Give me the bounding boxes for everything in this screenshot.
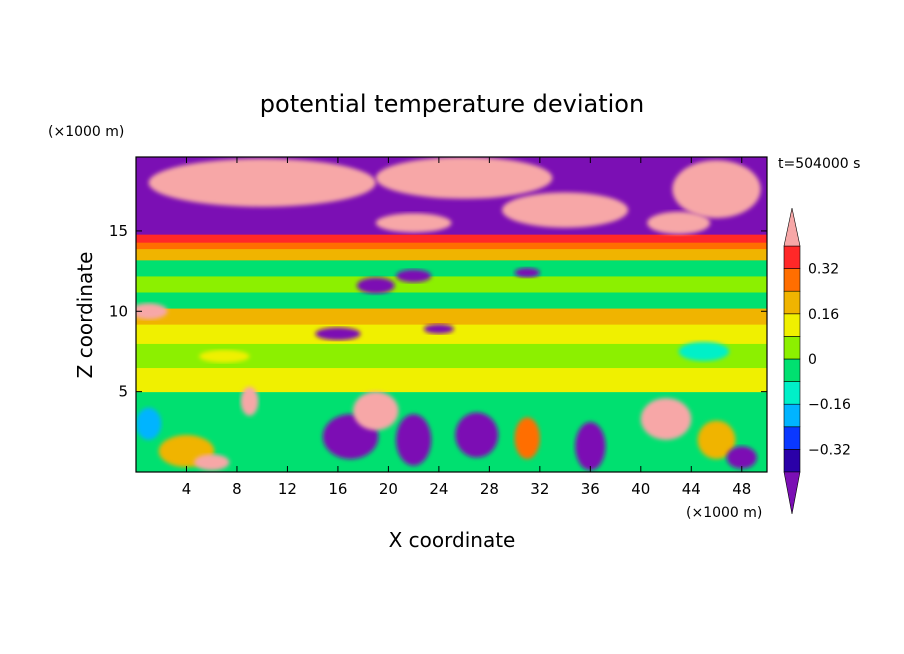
x-axis: 4 8 12 16 20 24 28 32 36 40 44 48 [182, 157, 751, 498]
contour-feature-20 [726, 446, 757, 469]
plot-frame [135, 156, 768, 473]
colorbar-tick-label: −0.32 [808, 442, 851, 458]
colorbar-swatch [783, 449, 801, 473]
contour-feature-8 [514, 267, 540, 278]
contour-feature-25 [199, 349, 250, 363]
colorbar-max-arrow [783, 207, 801, 247]
contour-feature-15 [455, 412, 499, 458]
x-unit-label: (×1000 m) [686, 505, 762, 521]
colorbar-swatch [783, 268, 801, 292]
colorbar-swatch [783, 403, 801, 428]
contour-feature-2 [501, 192, 629, 228]
x-tick-label: 8 [232, 480, 242, 498]
colorbar-swatch [783, 336, 801, 360]
contour-band-7 [136, 259, 767, 277]
contour-feature-7 [395, 269, 432, 283]
colorbar-swatch [783, 381, 801, 405]
y-tick-label: 10 [109, 302, 128, 320]
colorbar-swatch [783, 290, 801, 315]
contour-band-8 [136, 248, 767, 261]
y-axis: 5 10 15 [109, 222, 767, 401]
contour-feature-18 [640, 398, 692, 440]
colorbar-swatch [783, 245, 801, 269]
contour-feature-6 [356, 277, 395, 294]
contour-feature-24 [136, 303, 168, 320]
chart-title: potential temperature deviation [260, 90, 644, 118]
contour-band-10 [136, 234, 767, 243]
x-tick-label: 40 [631, 480, 650, 498]
y-unit-label: (×1000 m) [48, 124, 124, 140]
x-tick-label: 16 [328, 480, 347, 498]
colorbar-tick-label: 0 [808, 352, 817, 368]
x-tick-label: 32 [530, 480, 549, 498]
contour-feature-4 [375, 213, 452, 233]
contour-band-5 [136, 292, 767, 309]
colorbar-tick-label: −0.16 [808, 397, 851, 413]
x-axis-label: X coordinate [389, 528, 516, 552]
contour-feature-23 [136, 407, 162, 440]
time-label: t=504000 s [778, 156, 860, 172]
x-tick-label: 48 [732, 480, 751, 498]
colorbar-tick-label: 0.16 [808, 307, 839, 323]
contour-feature-11 [240, 386, 259, 416]
y-axis-label: Z coordinate [73, 252, 97, 379]
x-tick-label: 44 [682, 480, 701, 498]
contour-feature-0 [148, 158, 376, 207]
contour-feature-13 [353, 391, 399, 431]
contour-band-3 [136, 324, 767, 344]
contour-band-1 [136, 367, 767, 393]
contour-band-9 [136, 242, 767, 250]
contour-feature-16 [514, 417, 540, 460]
x-tick-label: 28 [480, 480, 499, 498]
contour-band-4 [136, 308, 767, 325]
x-tick-label: 24 [429, 480, 448, 498]
y-tick-label: 15 [109, 222, 128, 240]
contour-feature-19 [697, 420, 736, 460]
contour-feature-9 [315, 327, 361, 341]
contour-feature-10 [423, 324, 455, 334]
contour-feature-3 [672, 160, 761, 219]
colorbar-min-arrow [783, 471, 801, 515]
colorbar: −0.32 −0.16 0 0.16 0.32 [783, 207, 851, 515]
x-tick-label: 20 [379, 480, 398, 498]
contour-feature-1 [375, 157, 553, 199]
x-tick-label: 36 [581, 480, 600, 498]
contour-feature-22 [194, 454, 230, 471]
y-tick-label: 5 [118, 383, 128, 401]
contour-band-6 [136, 275, 767, 293]
colorbar-swatch [783, 426, 801, 450]
colorbar-swatch [783, 313, 801, 337]
colorbar-tick-label: 0.32 [808, 262, 839, 278]
contour-feature-14 [395, 414, 432, 466]
contour-field [136, 157, 767, 472]
contour-feature-26 [678, 341, 730, 362]
colorbar-swatch [783, 358, 801, 382]
x-tick-label: 4 [182, 480, 192, 498]
x-tick-label: 12 [278, 480, 297, 498]
contour-feature-5 [647, 211, 711, 235]
contour-feature-17 [575, 422, 606, 471]
